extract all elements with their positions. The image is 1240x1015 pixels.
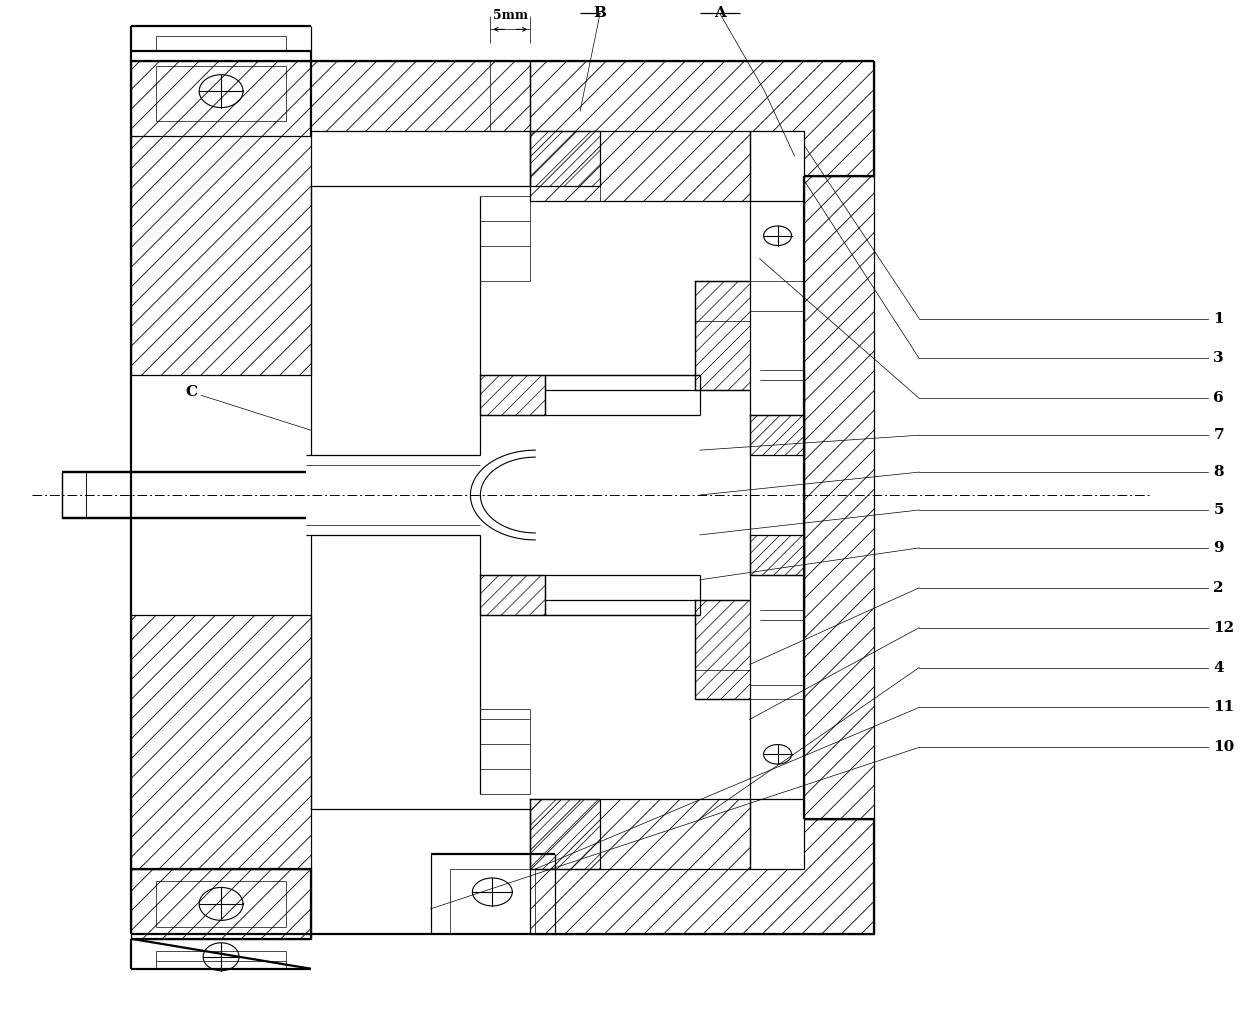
Text: 3: 3 [1214, 351, 1224, 365]
Text: 8: 8 [1214, 465, 1224, 479]
Text: 2: 2 [1214, 581, 1224, 595]
Text: 7: 7 [1214, 428, 1224, 443]
Text: A: A [714, 6, 725, 20]
Text: 9: 9 [1214, 541, 1224, 555]
Text: 12: 12 [1214, 620, 1235, 634]
Text: 1: 1 [1214, 312, 1224, 326]
Text: 6: 6 [1214, 392, 1224, 405]
Text: 11: 11 [1214, 700, 1235, 715]
Text: 5: 5 [1214, 503, 1224, 517]
Bar [62, 472, 286, 518]
Text: 5mm: 5mm [492, 9, 528, 22]
Text: B: B [594, 6, 606, 20]
Text: C: C [185, 386, 197, 399]
Text: 4: 4 [1214, 661, 1224, 675]
Text: 10: 10 [1214, 740, 1235, 754]
